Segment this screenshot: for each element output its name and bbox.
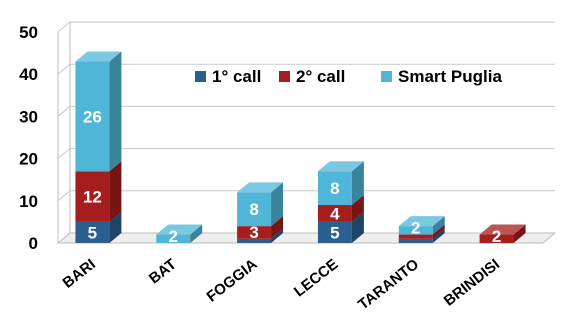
bar-segment-top xyxy=(398,216,445,227)
bar-segment xyxy=(75,61,110,172)
bar-segment-top xyxy=(317,161,364,172)
bar-segment xyxy=(75,171,110,222)
bar-segment xyxy=(317,171,352,206)
x-tick-label: LECCE xyxy=(291,256,342,301)
bar-segment-top xyxy=(237,182,284,193)
bar-segment-side xyxy=(271,216,284,239)
x-tick-label: BRINDISI xyxy=(441,256,503,310)
y-tick-label: 50 xyxy=(19,23,38,42)
y-tick-label: 30 xyxy=(19,107,38,126)
bar-segment-side xyxy=(109,51,122,172)
grid-line xyxy=(57,21,555,33)
bars xyxy=(75,51,526,243)
x-tick-label: BARI xyxy=(60,256,99,292)
chart-walls xyxy=(56,22,557,244)
x-tick-label: FOGGIA xyxy=(203,256,260,306)
bar-segment xyxy=(156,234,191,243)
data-label: 2 xyxy=(411,219,420,238)
bar-segment xyxy=(398,238,433,243)
bar-segment xyxy=(237,226,272,239)
y-tick-label: 20 xyxy=(19,150,38,169)
x-tick-label: BAT xyxy=(146,256,180,288)
grid-line xyxy=(57,105,555,117)
bar-segment xyxy=(317,205,352,222)
legend-label: 1° call xyxy=(212,67,261,86)
legend-swatch xyxy=(381,71,392,82)
legend-swatch xyxy=(195,71,206,82)
grid-line xyxy=(57,148,555,159)
bar-segment-side xyxy=(271,228,284,243)
bar-segment-side xyxy=(271,182,284,227)
legend: 1° call 2° call Smart Puglia xyxy=(195,67,502,86)
grid-line xyxy=(57,190,555,202)
x-axis: BARI BAT FOGGIA LECCE TARANTO BRINDISI xyxy=(60,256,504,314)
legend-swatch xyxy=(279,71,290,82)
bar-segment-side xyxy=(351,161,364,206)
y-axis: 0 10 20 30 40 50 xyxy=(19,23,38,253)
bar-segment-side xyxy=(432,224,445,239)
bar-segment xyxy=(75,221,110,243)
y-tick-label: 40 xyxy=(19,65,38,84)
data-label: 2 xyxy=(492,227,501,246)
bar-segment-side xyxy=(432,228,445,243)
bar-segment-top xyxy=(75,51,122,62)
data-label: 2 xyxy=(169,227,178,246)
data-label: 5 xyxy=(330,223,339,242)
bar-segment xyxy=(237,238,272,243)
bar-segment-side xyxy=(109,161,122,222)
bar-segment-side xyxy=(513,224,526,243)
bar-segment-side xyxy=(190,224,203,243)
data-label: 3 xyxy=(249,223,258,242)
bar-segment-top xyxy=(156,224,203,235)
bar-segment-side xyxy=(432,216,445,235)
bar-segment-side xyxy=(109,211,122,243)
bar-segment xyxy=(317,221,352,243)
bar-segment xyxy=(398,234,433,239)
bar-segment-side xyxy=(351,195,364,222)
bar-segment-side xyxy=(351,211,364,243)
data-label: 4 xyxy=(330,204,340,223)
legend-label: Smart Puglia xyxy=(398,67,502,86)
data-label: 5 xyxy=(88,223,97,242)
bar-segment xyxy=(479,234,514,243)
data-label: 12 xyxy=(83,188,102,207)
bar-segment xyxy=(398,226,433,235)
y-tick-label: 10 xyxy=(19,192,38,211)
data-label: 8 xyxy=(249,200,258,219)
bar-segment xyxy=(237,192,272,227)
bar-segment-top xyxy=(479,224,526,235)
data-label: 8 xyxy=(330,179,339,198)
data-label: 26 xyxy=(83,107,102,126)
x-tick-label: TARANTO xyxy=(355,256,422,314)
legend-label: 2° call xyxy=(296,67,345,86)
y-tick-label: 0 xyxy=(29,234,38,253)
grid-lines xyxy=(57,21,555,244)
